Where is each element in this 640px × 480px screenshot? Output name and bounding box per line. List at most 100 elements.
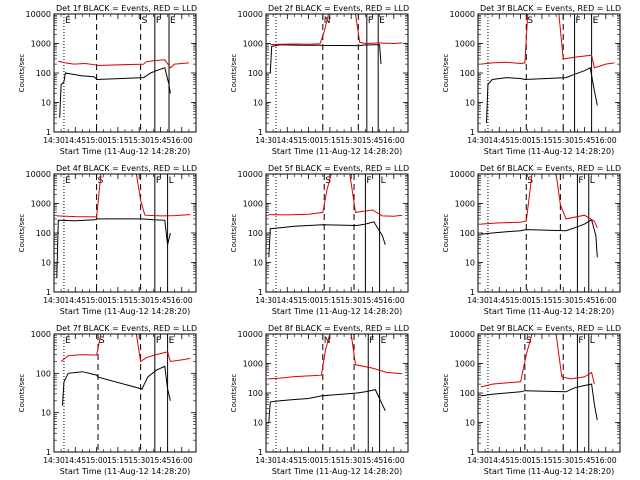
x-axis-label: Start Time (11-Aug-12 14:28:20): [484, 467, 615, 476]
x-tick-label: 15:45: [574, 456, 596, 465]
event-marker-label: E: [170, 16, 176, 26]
x-tick-label: 14:30: [43, 296, 65, 305]
y-tick-label: 10: [253, 419, 263, 428]
y-axis-label: Counts/sec: [18, 214, 26, 253]
y-tick-label: 100: [460, 389, 475, 398]
series-line-lld: [56, 174, 191, 218]
plot-frame: [477, 333, 621, 453]
y-tick-label: 1000: [31, 200, 51, 209]
event-marker-label: S: [527, 16, 533, 26]
x-tick-label: 14:45: [488, 296, 510, 305]
event-marker-label: E: [65, 16, 71, 26]
x-tick-label: 14:30: [467, 456, 489, 465]
chart-title: Det 4f BLACK = Events, RED = LLD: [56, 164, 197, 173]
x-tick-label: 16:00: [595, 296, 617, 305]
event-marker-label: F: [156, 176, 161, 186]
x-tick-label: 15:30: [128, 136, 150, 145]
x-tick-label: 15:30: [552, 136, 574, 145]
x-tick-label: 15:45: [574, 136, 596, 145]
series-line-events: [268, 389, 386, 423]
y-tick-label: 10000: [238, 10, 263, 19]
y-tick-label: 1000: [243, 360, 263, 369]
x-tick-label: 15:15: [531, 296, 553, 305]
event-marker-label: F: [369, 336, 374, 346]
y-tick-label: 100: [36, 69, 51, 78]
y-axis-label: Counts/sec: [18, 374, 26, 413]
x-tick-label: 16:00: [171, 296, 193, 305]
x-axis-label: Start Time (11-Aug-12 14:28:20): [60, 467, 191, 476]
series-line-lld: [268, 334, 403, 380]
x-tick-label: 15:00: [298, 296, 320, 305]
chart-panel-6: Det 6f BLACK = Events, RED = LLD Counts/s…: [442, 164, 621, 316]
x-tick-label: 15:45: [362, 456, 384, 465]
plot-frame: [265, 333, 409, 453]
x-tick-label: 15:15: [107, 456, 129, 465]
event-marker-label: S: [99, 336, 105, 346]
x-tick-label: 14:30: [255, 456, 277, 465]
y-tick-label: 10: [465, 259, 475, 268]
y-axis-label: Counts/sec: [230, 374, 238, 413]
y-tick-label: 10: [465, 99, 475, 108]
x-tick-label: 14:45: [276, 136, 298, 145]
y-tick-label: 10: [41, 409, 51, 418]
event-marker-label: F: [156, 336, 161, 346]
x-tick-label: 16:00: [595, 456, 617, 465]
chart-title: Det 6f BLACK = Events, RED = LLD: [480, 164, 621, 173]
x-axis-label: Start Time (11-Aug-12 14:28:20): [484, 307, 615, 316]
x-tick-label: 14:30: [255, 296, 277, 305]
y-axis-label: Counts/sec: [230, 54, 238, 93]
series-line-lld: [480, 14, 615, 69]
series-line-events: [269, 44, 382, 74]
x-tick-label: 15:45: [362, 136, 384, 145]
y-tick-label: 10: [465, 419, 475, 428]
x-tick-label: 15:45: [150, 456, 172, 465]
y-tick-label: 1000: [243, 40, 263, 49]
series-line-lld: [268, 174, 403, 217]
series-line-events: [268, 221, 386, 258]
event-marker-label: L: [590, 336, 595, 346]
y-tick-label: 10000: [238, 170, 263, 179]
plot-frame: [477, 173, 621, 293]
plot-frame: [53, 333, 197, 453]
y-tick-label: 1000: [243, 200, 263, 209]
y-tick-label: 1000: [31, 40, 51, 49]
x-axis-label: Start Time (11-Aug-12 14:28:20): [484, 147, 615, 156]
y-axis-label: Counts/sec: [442, 374, 450, 413]
chart-panel-5: Det 5f BLACK = Events, RED = LLD Counts/s…: [230, 164, 409, 316]
x-tick-label: 15:30: [340, 136, 362, 145]
y-tick-label: 100: [36, 229, 51, 238]
x-tick-label: 15:00: [510, 456, 532, 465]
event-marker-label: E: [65, 336, 71, 346]
event-marker-label: S: [142, 16, 148, 26]
chart-title: Det 7f BLACK = Events, RED = LLD: [56, 324, 197, 333]
event-marker-label: E: [593, 16, 599, 26]
x-tick-label: 15:15: [531, 456, 553, 465]
y-tick-label: 10000: [450, 330, 475, 339]
y-tick-label: 1: [470, 448, 475, 457]
y-axis-label: Counts/sec: [18, 54, 26, 93]
chart-title: Det 2f BLACK = Events, RED = LLD: [268, 4, 409, 13]
y-tick-label: 1: [46, 288, 51, 297]
x-tick-label: 14:45: [64, 136, 86, 145]
series-line-events: [480, 219, 598, 258]
y-tick-label: 1: [46, 128, 51, 137]
x-tick-label: 16:00: [383, 456, 405, 465]
y-tick-label: 10: [41, 99, 51, 108]
x-tick-label: 15:30: [552, 456, 574, 465]
x-tick-label: 15:15: [531, 136, 553, 145]
plot-frame: [477, 13, 621, 133]
x-tick-label: 14:30: [467, 136, 489, 145]
y-tick-label: 10: [253, 259, 263, 268]
event-marker-label: L: [169, 176, 174, 186]
event-marker-label: L: [381, 176, 386, 186]
y-tick-label: 1: [46, 448, 51, 457]
series-line-lld: [480, 174, 598, 229]
x-tick-label: 15:30: [340, 296, 362, 305]
event-marker-label: E: [169, 336, 175, 346]
x-tick-label: 15:30: [128, 456, 150, 465]
x-tick-label: 15:00: [510, 136, 532, 145]
x-tick-label: 15:45: [150, 136, 172, 145]
x-tick-label: 15:45: [362, 296, 384, 305]
y-tick-label: 1000: [31, 330, 51, 339]
